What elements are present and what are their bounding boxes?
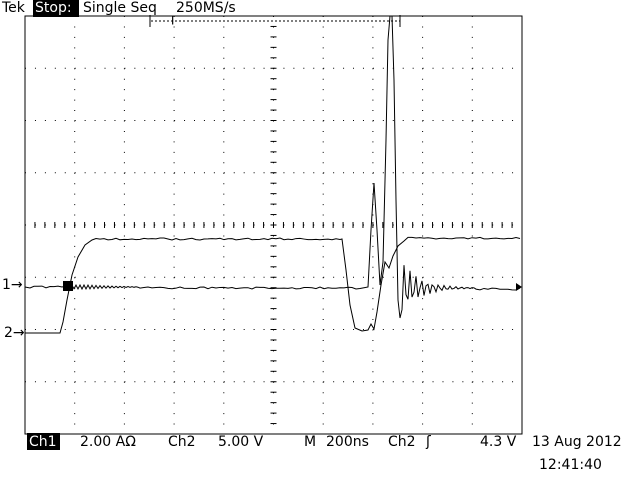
trigger-level: 4.3 V [480, 434, 517, 450]
ch1-trace [24, 15, 521, 319]
mode: Single Seq [83, 0, 157, 16]
ch1-scale: 2.00 AΩ [80, 434, 136, 450]
sample-rate: 250MS/s [176, 0, 236, 16]
time: 12:41:40 [539, 457, 602, 473]
ch1-label-box [27, 433, 60, 450]
trigger-position: T [168, 14, 177, 28]
ch2-trace [25, 236, 521, 334]
ch1-label: Ch1 [29, 434, 57, 450]
trigger-point [63, 281, 73, 291]
graticule [24, 15, 523, 435]
date: 13 Aug 2012 [532, 434, 622, 450]
trigger-source: Ch2 [388, 434, 416, 450]
ch2-label: Ch2 [168, 434, 196, 450]
timebase: 200ns [326, 434, 369, 450]
state-box [33, 0, 79, 17]
ch2-marker: 2→ [4, 325, 25, 341]
trigger-slope: ʃ [425, 434, 431, 450]
ch2-scale: 5.00 V [218, 434, 264, 450]
timebase-label: M [304, 434, 316, 450]
brand: Tek [1, 0, 26, 16]
trigger-level-marker [516, 283, 522, 291]
graticule-border [24, 15, 523, 435]
ch1-marker: 1→ [2, 277, 23, 293]
state: Stop: [35, 0, 72, 16]
